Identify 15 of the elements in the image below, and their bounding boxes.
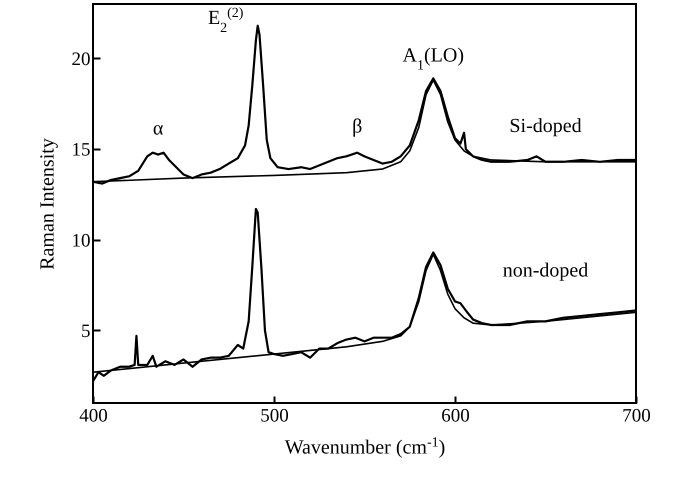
x-axis-title: Wavenumber (cm$^{-1}$) [284,435,446,458]
x-tick-label: 500 [260,406,289,426]
y-tick-label: 20 [72,48,90,70]
annotation: non-doped [502,259,588,282]
x-tick-label: 400 [79,406,108,426]
annotation: A$_{1}$(LO) [402,44,464,73]
x-tick-label: 600 [441,406,470,426]
annotation: α [152,118,164,140]
y-tick-label: 5 [81,320,90,342]
y-tick-label: 10 [72,230,90,252]
annotation: β [352,116,362,138]
x-tick-label: 700 [622,406,651,426]
y-axis-title: Raman Intensity [36,138,58,270]
annotation: Si-doped [509,114,582,137]
y-tick-label: 15 [72,140,90,161]
